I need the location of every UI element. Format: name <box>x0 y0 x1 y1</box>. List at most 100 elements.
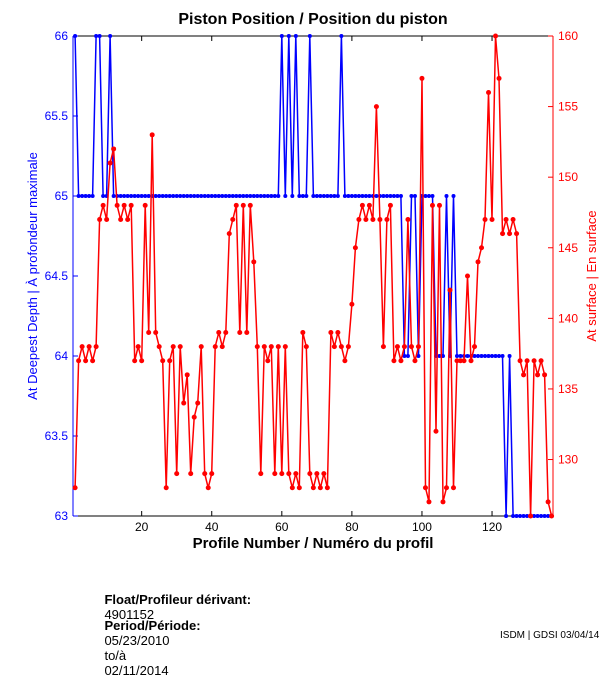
right-tick-label: 150 <box>558 170 578 184</box>
left-series-point <box>167 194 172 198</box>
left-series-point <box>360 194 365 198</box>
right-axis-label: At surface | En surface <box>584 210 599 341</box>
left-series-point <box>490 354 495 358</box>
left-series-point <box>290 194 295 198</box>
right-series-point <box>549 513 555 519</box>
left-series-point <box>458 354 463 358</box>
left-series-point <box>472 354 477 358</box>
right-series-point <box>223 329 229 335</box>
right-series-point <box>359 202 365 208</box>
left-series-point <box>339 34 344 38</box>
right-series-point <box>443 485 449 491</box>
right-series-point <box>510 217 516 223</box>
right-series-point <box>398 358 404 364</box>
right-series-line <box>74 35 553 517</box>
left-series-point <box>430 194 435 198</box>
left-series-point <box>125 194 130 198</box>
left-series-point <box>216 194 221 198</box>
piston-position-chart: Piston Position / Position du piston Pro… <box>25 11 599 552</box>
left-series-point <box>307 34 312 38</box>
right-series-point <box>338 344 344 350</box>
left-series-point <box>181 194 186 198</box>
left-series-point <box>94 34 99 38</box>
left-series-point <box>87 194 92 198</box>
period-end: 02/11/2014 <box>104 663 169 678</box>
right-series-point <box>163 485 169 491</box>
right-series-point <box>279 471 285 477</box>
right-series-point <box>135 344 141 350</box>
right-series-point <box>272 471 278 477</box>
right-series-point <box>230 217 236 223</box>
right-tick-label: 135 <box>558 382 578 396</box>
right-series-point <box>321 471 327 477</box>
right-series-point <box>447 287 453 293</box>
float-info: Float/Profileur dérivant: 4901152 <box>90 577 251 637</box>
left-series-point <box>199 194 204 198</box>
right-series-point <box>429 202 435 208</box>
right-series-point <box>118 217 124 223</box>
left-series-point <box>223 194 228 198</box>
left-series-point <box>202 194 207 198</box>
right-series-point <box>363 217 369 223</box>
right-series-point <box>433 428 439 434</box>
right-series-point <box>352 245 358 251</box>
right-series-point <box>458 358 464 364</box>
left-series-point <box>388 194 393 198</box>
left-series-point <box>300 194 305 198</box>
left-series-point <box>265 194 270 198</box>
chart-figure: Piston Position / Position du piston Pro… <box>25 11 600 678</box>
right-series-point <box>489 217 495 223</box>
right-series-point <box>538 358 544 364</box>
credit-text: ISDM | GDSI 03/04/14 <box>500 630 600 641</box>
left-series-point <box>76 194 81 198</box>
right-series-point <box>391 358 397 364</box>
right-series-point <box>468 358 474 364</box>
right-series-point <box>331 344 337 350</box>
right-series-point <box>100 202 106 208</box>
left-series-point <box>423 194 428 198</box>
left-series-point <box>493 354 498 358</box>
right-series-point <box>384 217 390 223</box>
right-series-point <box>493 33 499 39</box>
left-series-point <box>192 194 197 198</box>
right-series-point <box>146 329 152 335</box>
right-series-point <box>251 259 257 265</box>
left-series-point <box>153 194 158 198</box>
left-series-point <box>479 354 484 358</box>
right-series-point <box>342 358 348 364</box>
right-series-point <box>247 202 253 208</box>
left-series-point <box>293 34 298 38</box>
left-series-point <box>248 194 253 198</box>
right-series-point <box>475 259 481 265</box>
left-series-point <box>497 354 502 358</box>
left-series-point <box>230 194 235 198</box>
right-series-point <box>184 372 190 378</box>
left-series-point <box>328 194 333 198</box>
right-series-point <box>401 344 407 350</box>
right-series-point <box>261 344 267 350</box>
left-series-point <box>206 194 211 198</box>
right-series-point <box>216 329 222 335</box>
right-series-point <box>479 245 485 251</box>
right-series-point <box>349 301 355 307</box>
right-series-point <box>244 329 250 335</box>
right-series-point <box>90 358 96 364</box>
left-series-point <box>349 194 354 198</box>
left-series-point <box>195 194 200 198</box>
left-series-point <box>213 194 218 198</box>
right-series-point <box>125 217 131 223</box>
left-series-point <box>353 194 358 198</box>
left-series-point <box>209 194 214 198</box>
right-series-point <box>265 358 271 364</box>
right-series-point <box>454 358 460 364</box>
right-series-point <box>268 344 274 350</box>
left-series-point <box>220 194 225 198</box>
right-series-point <box>181 400 187 406</box>
chart-title: Piston Position / Position du piston <box>178 11 447 28</box>
right-series-point <box>79 344 85 350</box>
right-series-point <box>93 344 99 350</box>
left-series-point <box>262 194 267 198</box>
left-series-point <box>90 194 95 198</box>
left-series-point <box>286 34 291 38</box>
right-series-point <box>482 217 488 223</box>
